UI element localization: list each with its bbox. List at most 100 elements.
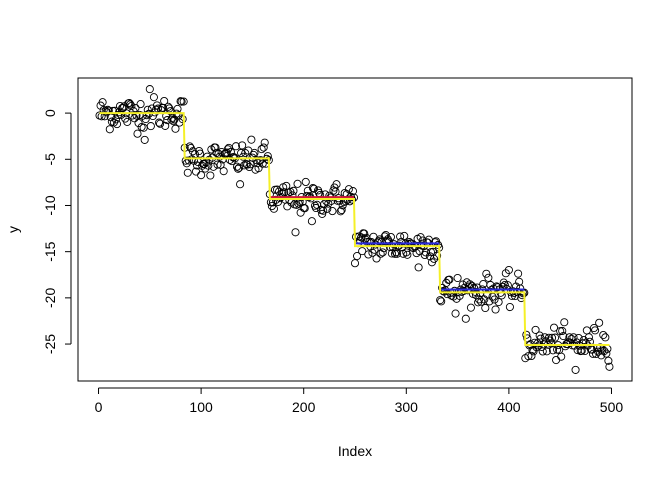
data-point bbox=[360, 229, 369, 238]
data-point bbox=[400, 231, 409, 240]
data-point bbox=[579, 336, 588, 345]
data-point bbox=[344, 185, 353, 194]
data-point bbox=[171, 124, 180, 133]
x-tick-label: 200 bbox=[292, 399, 316, 415]
data-point bbox=[289, 186, 298, 195]
data-point bbox=[197, 171, 206, 180]
data-point bbox=[522, 330, 531, 339]
x-tick-label: 500 bbox=[600, 399, 624, 415]
data-point bbox=[145, 85, 154, 94]
data-point bbox=[601, 333, 610, 342]
data-point bbox=[332, 180, 341, 189]
data-point bbox=[250, 148, 259, 158]
data-point bbox=[233, 164, 243, 173]
data-point bbox=[222, 148, 231, 157]
plot-frame bbox=[77, 77, 633, 382]
data-point bbox=[524, 352, 533, 361]
data-point bbox=[597, 351, 606, 360]
data-point bbox=[387, 249, 396, 258]
data-point bbox=[209, 162, 218, 171]
data-point bbox=[396, 232, 405, 241]
data-point bbox=[154, 118, 164, 127]
data-point bbox=[323, 204, 332, 213]
axes: 0 100 200 300 400 500 0 -5 -10 -15 -20 -25 bbox=[42, 109, 623, 415]
data-point bbox=[240, 161, 249, 170]
data-point bbox=[588, 349, 598, 358]
y-tick-label: -15 bbox=[42, 241, 58, 261]
data-point bbox=[179, 97, 188, 106]
data-point bbox=[303, 186, 312, 195]
data-point bbox=[201, 164, 210, 173]
data-point bbox=[352, 252, 362, 261]
data-point bbox=[445, 275, 454, 284]
data-point bbox=[336, 207, 345, 216]
data-point bbox=[461, 314, 470, 323]
data-point bbox=[587, 345, 597, 354]
data-point bbox=[136, 100, 145, 109]
data-point bbox=[559, 332, 568, 341]
data-point bbox=[133, 129, 142, 138]
x-tick-label: 0 bbox=[95, 399, 103, 415]
data-point bbox=[231, 142, 241, 151]
data-point bbox=[403, 250, 412, 259]
data-point bbox=[219, 167, 228, 176]
data-point bbox=[372, 254, 381, 263]
data-point bbox=[267, 202, 276, 211]
data-point bbox=[254, 164, 263, 173]
data-point bbox=[557, 352, 566, 361]
y-tick-label: -25 bbox=[42, 334, 58, 354]
data-point bbox=[160, 97, 169, 106]
data-point bbox=[390, 249, 400, 258]
data-point bbox=[380, 232, 389, 241]
data-point bbox=[605, 362, 614, 371]
data-point bbox=[602, 349, 611, 358]
data-point bbox=[494, 298, 503, 307]
data-point bbox=[542, 347, 551, 356]
x-tick-label: 300 bbox=[395, 399, 419, 415]
data-point bbox=[386, 232, 395, 242]
data-point bbox=[549, 323, 559, 332]
data-point bbox=[592, 349, 601, 359]
data-point bbox=[574, 333, 583, 343]
data-point bbox=[269, 204, 279, 213]
data-point bbox=[142, 111, 151, 120]
data-point bbox=[491, 305, 500, 314]
data-point bbox=[161, 121, 170, 130]
x-tick-label: 100 bbox=[189, 399, 213, 415]
data-point bbox=[308, 183, 317, 193]
data-point bbox=[348, 187, 358, 196]
data-point bbox=[364, 250, 373, 259]
data-point bbox=[127, 101, 136, 111]
data-point bbox=[429, 254, 439, 263]
data-point bbox=[490, 295, 499, 304]
data-point bbox=[532, 343, 541, 352]
data-point bbox=[350, 259, 360, 268]
x-axis-title: Index bbox=[338, 443, 372, 459]
data-point bbox=[358, 247, 367, 256]
data-point bbox=[514, 269, 523, 278]
data-point bbox=[98, 98, 107, 107]
data-point bbox=[108, 106, 117, 115]
data-point bbox=[548, 346, 558, 355]
data-point bbox=[300, 204, 309, 213]
data-point bbox=[257, 145, 266, 154]
data-point bbox=[604, 356, 613, 365]
data-point bbox=[505, 302, 514, 312]
data-point bbox=[433, 251, 442, 260]
data-point bbox=[384, 237, 393, 246]
data-point bbox=[167, 115, 176, 124]
data-point bbox=[565, 333, 574, 342]
data-point bbox=[451, 309, 460, 318]
data-point bbox=[132, 111, 141, 120]
data-point bbox=[558, 326, 567, 336]
data-point bbox=[301, 177, 310, 186]
data-point bbox=[528, 346, 537, 355]
data-point bbox=[436, 296, 445, 305]
data-point bbox=[235, 163, 244, 172]
data-point bbox=[156, 119, 165, 128]
data-point bbox=[164, 102, 173, 111]
fit-lines bbox=[99, 112, 610, 346]
data-point bbox=[177, 97, 186, 106]
data-point bbox=[112, 120, 122, 129]
data-point bbox=[414, 263, 423, 272]
